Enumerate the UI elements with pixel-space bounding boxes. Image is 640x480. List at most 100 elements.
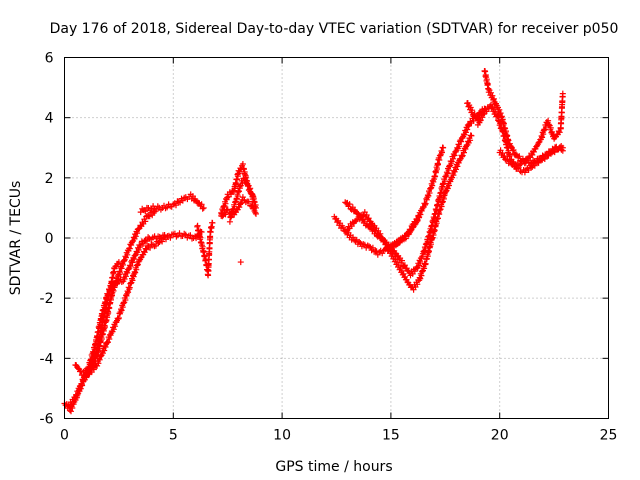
x-axis-label: GPS time / hours bbox=[275, 459, 392, 475]
data-point bbox=[187, 232, 194, 239]
data-point bbox=[73, 393, 80, 399]
plot-frame bbox=[64, 57, 609, 419]
data-point bbox=[359, 213, 366, 220]
data-point bbox=[142, 218, 149, 225]
data-point bbox=[247, 190, 254, 196]
data-point bbox=[348, 223, 355, 230]
data-track bbox=[194, 219, 216, 279]
data-point bbox=[137, 209, 144, 216]
data-point bbox=[101, 347, 108, 354]
data-point bbox=[461, 149, 467, 156]
data-point bbox=[95, 360, 102, 367]
data-point bbox=[468, 132, 475, 139]
data-point bbox=[237, 200, 244, 207]
data-point bbox=[365, 215, 372, 222]
data-point bbox=[363, 212, 370, 218]
data-point bbox=[119, 304, 126, 311]
data-point bbox=[458, 138, 465, 145]
data-point bbox=[521, 160, 528, 167]
data-point bbox=[105, 339, 111, 346]
data-point bbox=[535, 139, 542, 146]
x-tick-label: 20 bbox=[491, 428, 509, 444]
data-point bbox=[459, 152, 466, 159]
data-point bbox=[159, 238, 166, 245]
data-track bbox=[83, 228, 205, 381]
data-point bbox=[521, 169, 528, 176]
chart-title: Day 176 of 2018, Sidereal Day-to-day VTE… bbox=[50, 21, 619, 37]
data-point bbox=[464, 122, 471, 128]
y-axis-label: SDTVAR / TECUs bbox=[8, 181, 24, 296]
data-point bbox=[464, 126, 471, 133]
data-point bbox=[149, 212, 156, 219]
data-point bbox=[510, 147, 517, 153]
data-point bbox=[399, 257, 405, 264]
y-tick-label: 0 bbox=[45, 231, 54, 247]
data-point bbox=[90, 366, 97, 373]
data-point bbox=[78, 381, 85, 388]
data-point bbox=[416, 214, 422, 221]
data-point bbox=[134, 230, 141, 237]
data-point bbox=[459, 153, 465, 160]
data-point bbox=[127, 263, 134, 270]
data-point bbox=[167, 234, 174, 241]
data-point bbox=[503, 157, 510, 164]
data-point bbox=[143, 246, 150, 253]
data-point bbox=[389, 243, 396, 250]
data-point bbox=[422, 201, 428, 208]
data-point bbox=[369, 244, 376, 251]
data-point bbox=[559, 144, 566, 151]
data-point bbox=[115, 259, 122, 266]
data-point bbox=[346, 201, 353, 208]
data-point bbox=[414, 281, 421, 288]
data-point bbox=[70, 398, 77, 405]
data-point bbox=[539, 134, 546, 141]
data-point bbox=[147, 244, 154, 251]
data-point bbox=[78, 372, 85, 379]
y-tick-label: -4 bbox=[40, 351, 54, 367]
y-tick-label: -2 bbox=[40, 291, 54, 307]
data-point bbox=[547, 149, 554, 156]
data-track bbox=[226, 174, 257, 225]
data-point bbox=[469, 107, 476, 114]
y-tick-label: 2 bbox=[45, 171, 54, 187]
data-point bbox=[200, 204, 207, 211]
data-point bbox=[446, 182, 452, 189]
data-points bbox=[61, 68, 566, 415]
data-point bbox=[489, 92, 496, 99]
data-point bbox=[392, 242, 399, 249]
data-point bbox=[479, 114, 486, 121]
data-track bbox=[137, 191, 207, 216]
data-point bbox=[119, 261, 126, 268]
data-point bbox=[239, 194, 246, 201]
data-point bbox=[68, 408, 74, 415]
data-point bbox=[477, 117, 484, 124]
y-tick-label: 4 bbox=[45, 111, 54, 127]
data-track bbox=[387, 144, 447, 250]
data-point bbox=[122, 273, 129, 280]
data-point bbox=[540, 155, 547, 162]
data-point bbox=[155, 239, 162, 246]
data-point bbox=[75, 365, 82, 372]
data-point bbox=[357, 240, 364, 247]
data-point bbox=[252, 210, 259, 217]
data-point bbox=[123, 254, 129, 261]
data-point bbox=[118, 265, 125, 272]
data-point bbox=[252, 209, 259, 216]
data-point bbox=[163, 236, 169, 243]
data-point bbox=[550, 148, 557, 155]
x-tick-label: 25 bbox=[600, 428, 618, 444]
data-point bbox=[440, 144, 447, 151]
data-point bbox=[222, 211, 229, 218]
x-tick-label: 10 bbox=[273, 428, 291, 444]
data-point bbox=[137, 254, 144, 261]
data-track bbox=[481, 68, 566, 167]
data-point bbox=[476, 117, 482, 123]
data-point bbox=[513, 151, 519, 158]
data-point bbox=[516, 153, 523, 160]
data-point bbox=[173, 202, 179, 209]
data-point bbox=[392, 250, 399, 257]
data-point bbox=[199, 205, 206, 212]
data-point bbox=[245, 198, 252, 205]
data-point bbox=[377, 230, 384, 237]
